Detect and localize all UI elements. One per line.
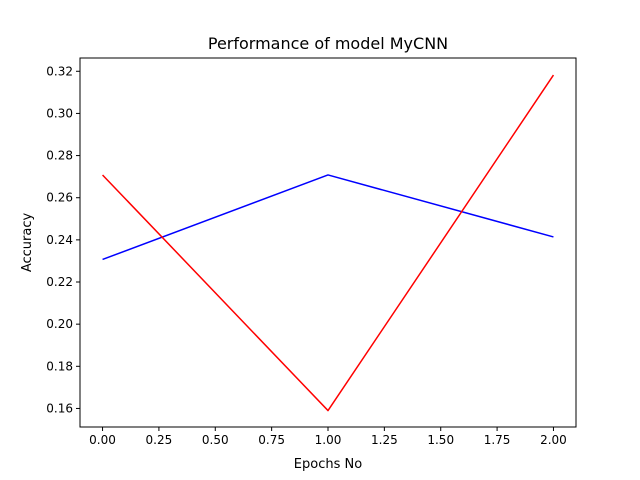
y-tick-label: 0.24 (46, 233, 73, 247)
y-tick-label: 0.32 (46, 64, 73, 78)
y-tick-label: 0.30 (46, 106, 73, 120)
x-tick-label: 1.50 (427, 433, 454, 447)
y-tick-label: 0.16 (46, 401, 73, 415)
series-line-2 (102, 74, 555, 412)
x-tick-label: 0.50 (202, 433, 229, 447)
x-axis-ticks: 0.00 0.25 0.50 0.75 1.00 1.25 1.50 1.75 2.00 (89, 427, 567, 447)
x-tick-label: 1.00 (315, 433, 342, 447)
x-tick-label: 0.75 (258, 433, 285, 447)
x-tick-label: 1.25 (371, 433, 398, 447)
plot-frame (79, 57, 577, 428)
x-tick-label: 1.75 (484, 433, 511, 447)
x-tick-label: 0.00 (89, 433, 116, 447)
y-axis-label: Accuracy (20, 213, 35, 273)
y-tick-label: 0.22 (46, 275, 73, 289)
x-axis-label: Epochs No (294, 457, 362, 472)
y-tick-label: 0.28 (46, 149, 73, 163)
y-tick-label: 0.20 (46, 317, 73, 331)
chart-title: Performance of model MyCNN (208, 34, 448, 53)
y-tick-label: 0.18 (46, 359, 73, 373)
x-tick-label: 0.25 (146, 433, 173, 447)
y-tick-label: 0.26 (46, 191, 73, 205)
series-line-1 (102, 174, 554, 261)
y-axis-ticks: 0.16 0.18 0.20 0.22 0.24 0.26 0.28 0.30 0.32 (46, 64, 80, 415)
series-layer (102, 74, 555, 412)
x-tick-label: 2.00 (540, 433, 567, 447)
